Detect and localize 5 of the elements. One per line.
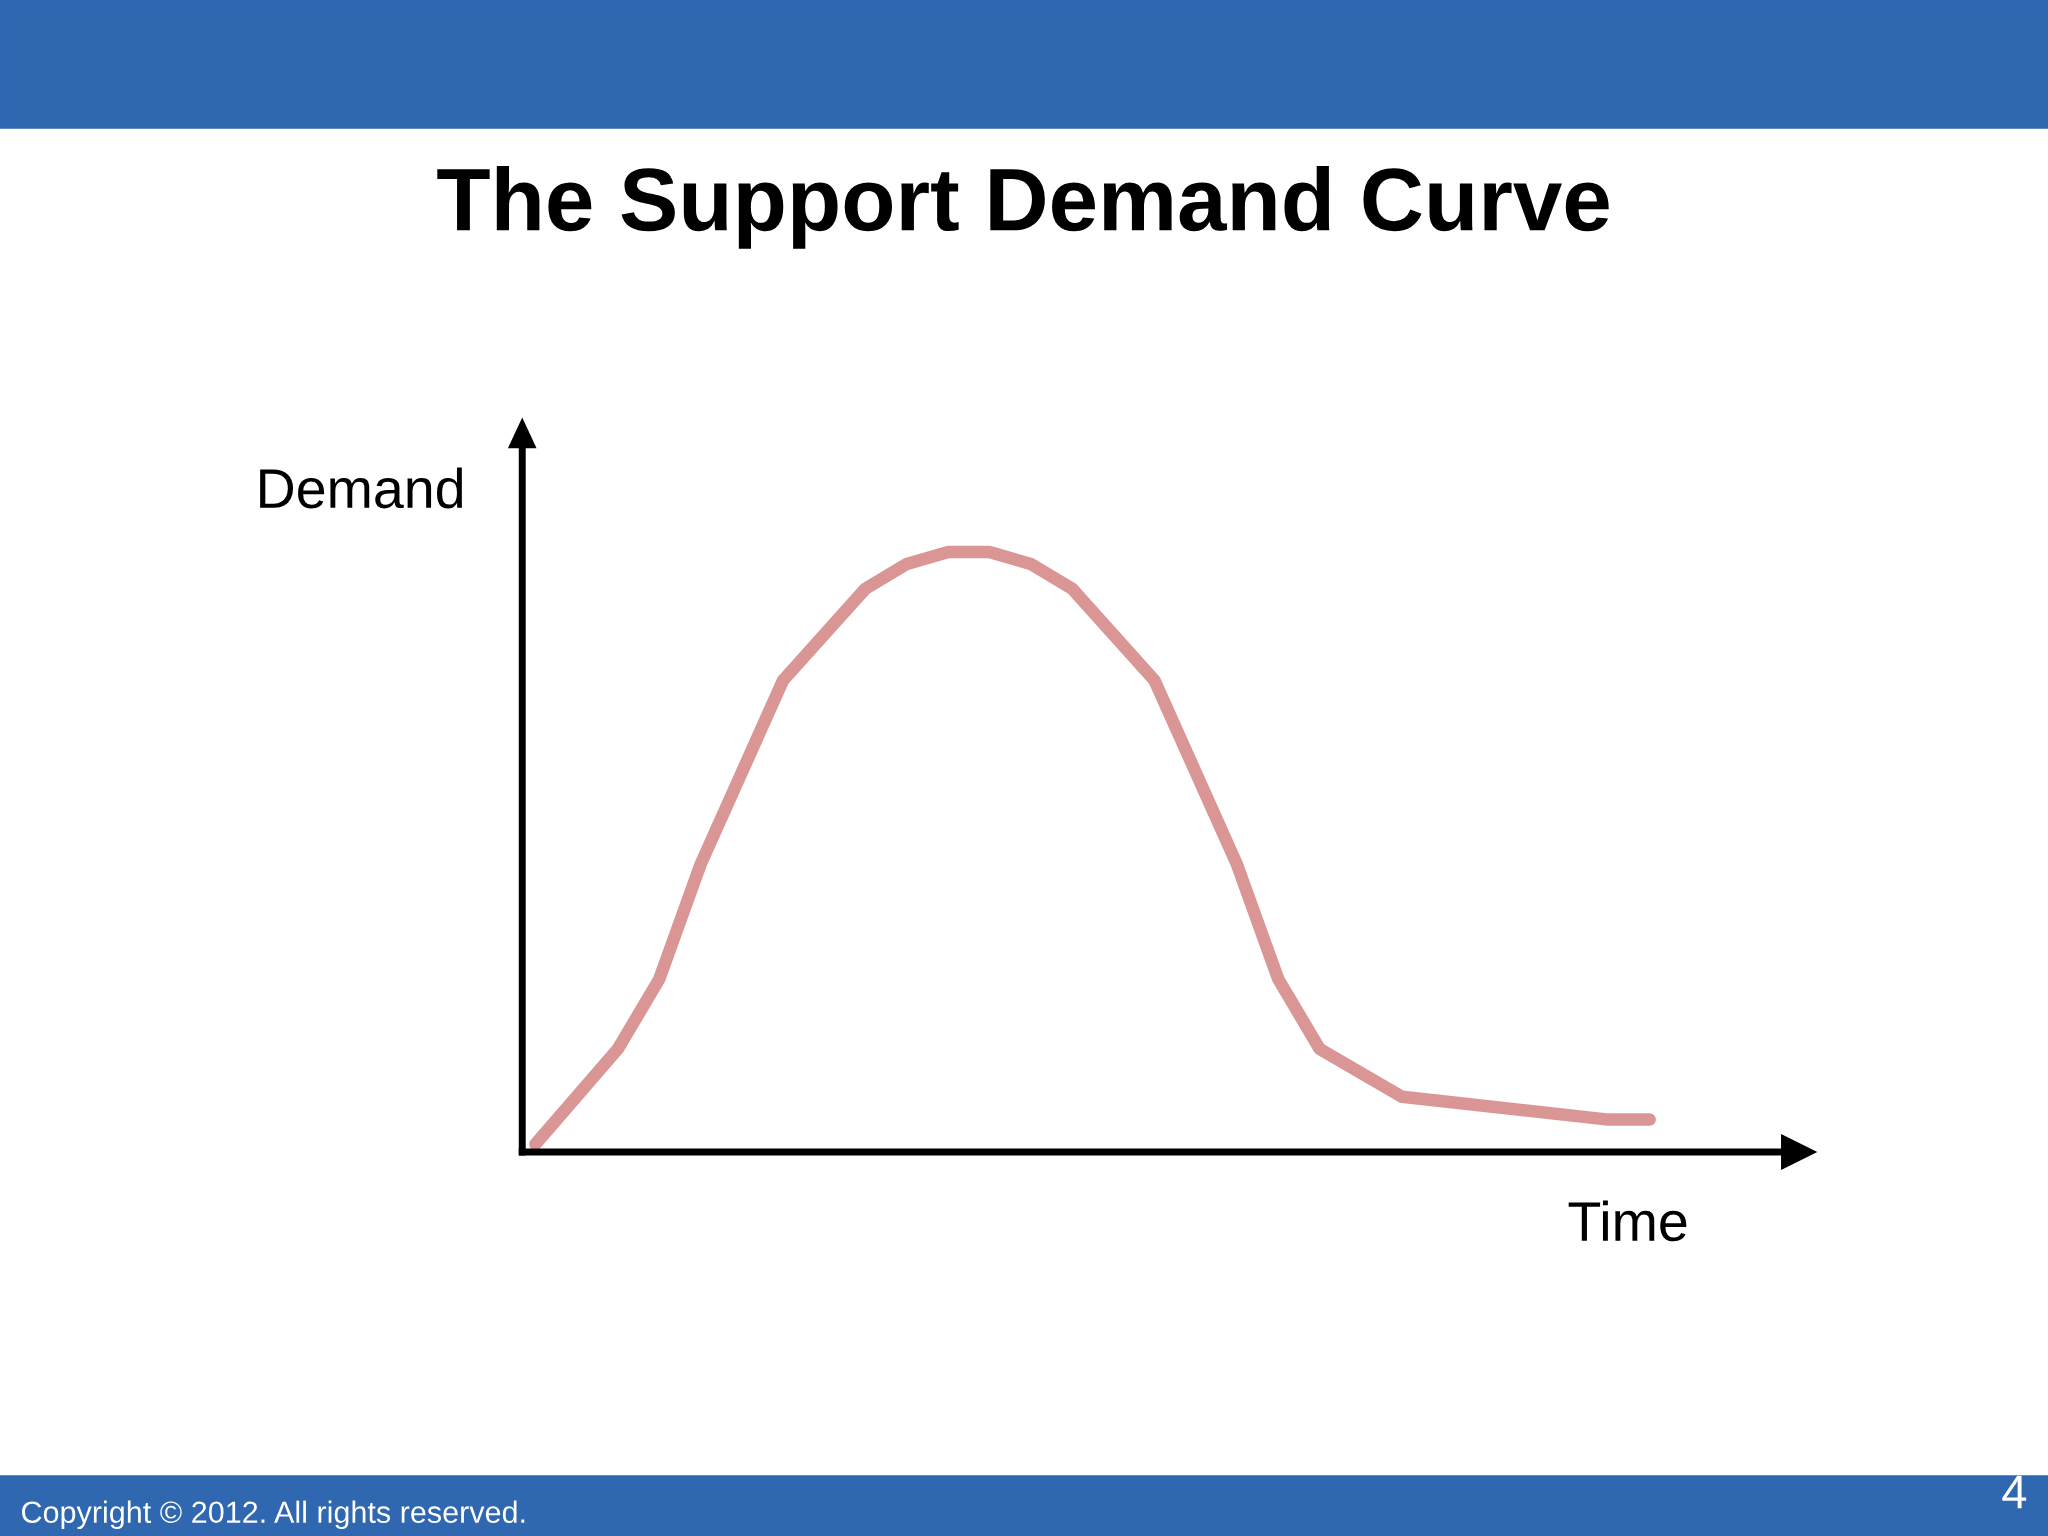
y-axis-title: Demand bbox=[260, 467, 462, 509]
x-axis-title: Time bbox=[1568, 1200, 1687, 1242]
chart-title: The Support Demand Curve bbox=[437, 165, 1609, 249]
text: 4 bbox=[2002, 1475, 2027, 1509]
text: Copyright © 2012. All rights reserved. bbox=[22, 1500, 525, 1530]
